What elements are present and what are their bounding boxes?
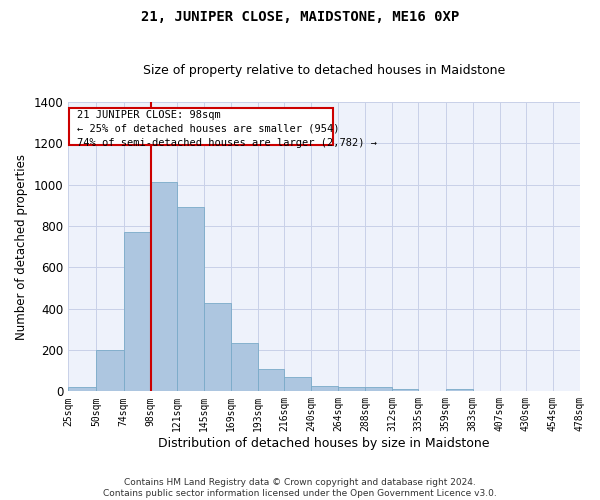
Bar [311, 386, 338, 392]
Bar [231, 342, 258, 392]
Bar [176, 208, 204, 392]
Bar [151, 182, 176, 392]
Text: Contains HM Land Registry data © Crown copyright and database right 2024.
Contai: Contains HM Land Registry data © Crown c… [103, 478, 497, 498]
Bar [124, 232, 151, 392]
Bar [284, 377, 311, 392]
X-axis label: Distribution of detached houses by size in Maidstone: Distribution of detached houses by size … [158, 437, 490, 450]
Bar [365, 387, 392, 392]
Text: 21, JUNIPER CLOSE, MAIDSTONE, ME16 0XP: 21, JUNIPER CLOSE, MAIDSTONE, ME16 0XP [141, 10, 459, 24]
Bar [392, 390, 418, 392]
Bar [97, 350, 124, 392]
Bar [68, 387, 97, 392]
Y-axis label: Number of detached properties: Number of detached properties [15, 154, 28, 340]
Bar [338, 387, 365, 392]
Bar [446, 390, 473, 392]
Text: 21 JUNIPER CLOSE: 98sqm
← 25% of detached houses are smaller (954)
74% of semi-d: 21 JUNIPER CLOSE: 98sqm ← 25% of detache… [77, 110, 377, 148]
Title: Size of property relative to detached houses in Maidstone: Size of property relative to detached ho… [143, 64, 505, 77]
Bar [258, 368, 284, 392]
Bar [69, 108, 333, 145]
Bar [204, 304, 231, 392]
